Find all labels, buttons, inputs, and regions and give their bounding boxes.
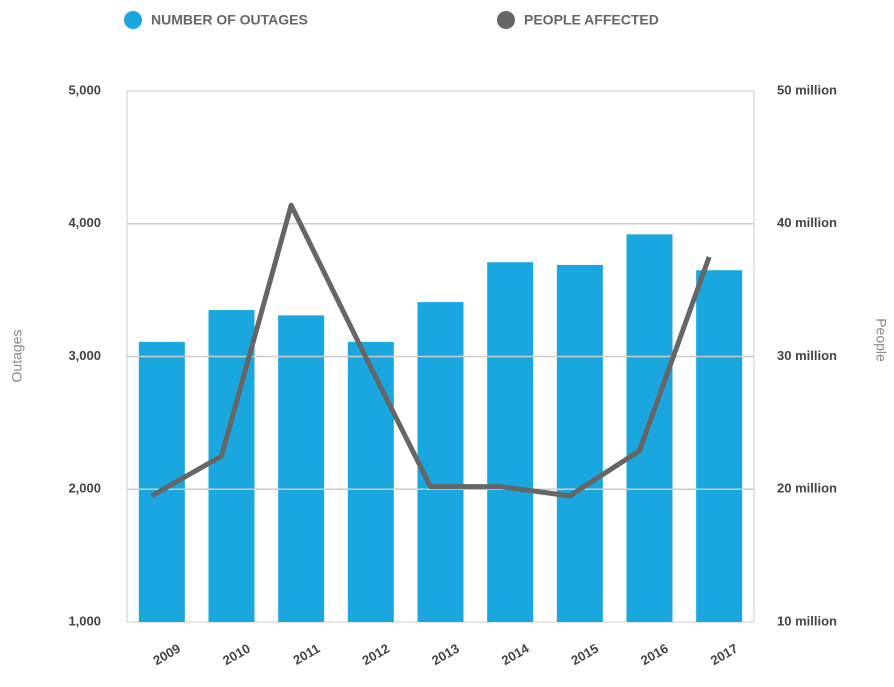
x-tick-label: 2017 bbox=[708, 641, 741, 668]
legend-label: PEOPLE AFFECTED bbox=[524, 12, 659, 28]
y-axis-label: Outages bbox=[9, 330, 25, 383]
x-tick-label: 2012 bbox=[360, 641, 393, 668]
y-tick-label: 5,000 bbox=[68, 82, 101, 97]
bar bbox=[696, 270, 743, 622]
x-tick-label: 2013 bbox=[429, 641, 462, 668]
legend-label: NUMBER OF OUTAGES bbox=[151, 12, 308, 28]
bar bbox=[278, 315, 325, 622]
y2-tick-label: 40 million bbox=[777, 215, 837, 230]
bar bbox=[347, 341, 394, 622]
x-tick-label: 2010 bbox=[220, 641, 253, 668]
x-tick-label: 2011 bbox=[290, 641, 322, 668]
y-tick-label: 2,000 bbox=[68, 481, 101, 496]
bar bbox=[417, 302, 464, 622]
legend-swatch bbox=[497, 11, 515, 29]
x-tick-label: 2009 bbox=[151, 641, 184, 668]
y2-tick-label: 30 million bbox=[777, 348, 837, 363]
bar bbox=[487, 262, 534, 622]
line bbox=[150, 202, 712, 499]
x-tick-label: 2015 bbox=[569, 641, 602, 668]
y-tick-label: 3,000 bbox=[68, 348, 101, 363]
y2-tick-label: 10 million bbox=[777, 613, 837, 628]
x-tick-label: 2014 bbox=[499, 640, 532, 668]
y-tick-label: 1,000 bbox=[68, 613, 101, 628]
y-tick-label: 4,000 bbox=[68, 215, 101, 230]
legend-swatch bbox=[124, 11, 142, 29]
y2-tick-label: 20 million bbox=[777, 481, 837, 496]
y2-axis-label: People bbox=[873, 318, 889, 362]
bar bbox=[556, 264, 603, 622]
x-tick-label: 2016 bbox=[638, 641, 671, 668]
y2-tick-label: 50 million bbox=[777, 82, 837, 97]
